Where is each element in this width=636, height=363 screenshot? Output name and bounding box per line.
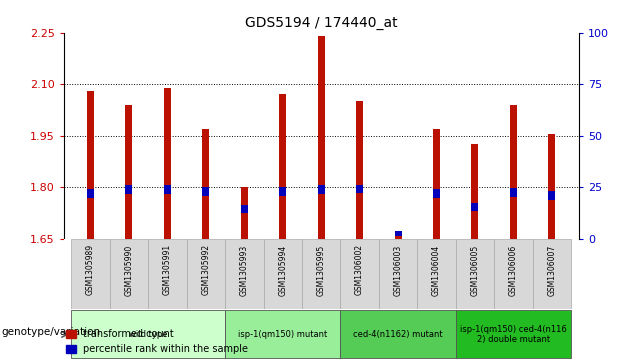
Bar <box>456 310 571 358</box>
Bar <box>548 134 555 239</box>
Bar <box>548 191 555 200</box>
Bar <box>110 239 148 309</box>
Bar <box>510 105 517 239</box>
Text: GSM1306003: GSM1306003 <box>394 244 403 295</box>
Text: GSM1305994: GSM1305994 <box>278 244 287 295</box>
Bar <box>356 185 363 193</box>
Bar <box>225 239 263 309</box>
Bar <box>279 94 286 239</box>
Bar <box>433 129 440 239</box>
Bar <box>356 101 363 239</box>
Text: GSM1306005: GSM1306005 <box>471 244 480 295</box>
Text: isp-1(qm150) mutant: isp-1(qm150) mutant <box>238 330 328 339</box>
Bar <box>532 239 571 309</box>
Bar <box>125 185 132 194</box>
Bar <box>202 187 209 196</box>
Legend: transformed count, percentile rank within the sample: transformed count, percentile rank withi… <box>62 326 252 358</box>
Bar <box>379 239 417 309</box>
Bar <box>71 239 110 309</box>
Text: GSM1306006: GSM1306006 <box>509 244 518 295</box>
Bar <box>494 239 532 309</box>
Text: GSM1306002: GSM1306002 <box>355 244 364 295</box>
Bar <box>87 189 94 198</box>
Title: GDS5194 / 174440_at: GDS5194 / 174440_at <box>245 16 398 30</box>
Text: genotype/variation: genotype/variation <box>1 327 100 337</box>
Text: GSM1305992: GSM1305992 <box>202 244 211 295</box>
Bar <box>510 188 517 197</box>
Bar <box>279 187 286 196</box>
Text: GSM1306004: GSM1306004 <box>432 244 441 295</box>
Bar <box>263 239 302 309</box>
Bar <box>471 203 478 211</box>
Bar <box>87 91 94 239</box>
Bar <box>456 239 494 309</box>
Bar <box>417 239 456 309</box>
Bar <box>433 189 440 198</box>
Bar <box>241 204 248 213</box>
Text: isp-1(qm150) ced-4(n116
2) double mutant: isp-1(qm150) ced-4(n116 2) double mutant <box>460 325 567 344</box>
Bar <box>394 231 401 236</box>
Bar <box>340 239 379 309</box>
Bar <box>340 310 456 358</box>
Text: GSM1305995: GSM1305995 <box>317 244 326 295</box>
Text: GSM1305991: GSM1305991 <box>163 244 172 295</box>
Bar <box>302 239 340 309</box>
Bar <box>164 87 171 239</box>
Bar <box>318 36 324 239</box>
Bar <box>202 129 209 239</box>
Bar <box>471 144 478 239</box>
Bar <box>125 105 132 239</box>
Bar <box>241 187 248 239</box>
Text: GSM1305990: GSM1305990 <box>125 244 134 295</box>
Bar <box>225 310 340 358</box>
Text: GSM1305993: GSM1305993 <box>240 244 249 295</box>
Bar <box>148 239 186 309</box>
Bar <box>394 233 401 239</box>
Bar <box>71 310 225 358</box>
Text: GSM1305989: GSM1305989 <box>86 244 95 295</box>
Text: GSM1306007: GSM1306007 <box>548 244 556 295</box>
Text: wild type: wild type <box>129 330 167 339</box>
Text: ced-4(n1162) mutant: ced-4(n1162) mutant <box>353 330 443 339</box>
Bar <box>186 239 225 309</box>
Bar <box>318 185 324 194</box>
Bar <box>164 185 171 194</box>
